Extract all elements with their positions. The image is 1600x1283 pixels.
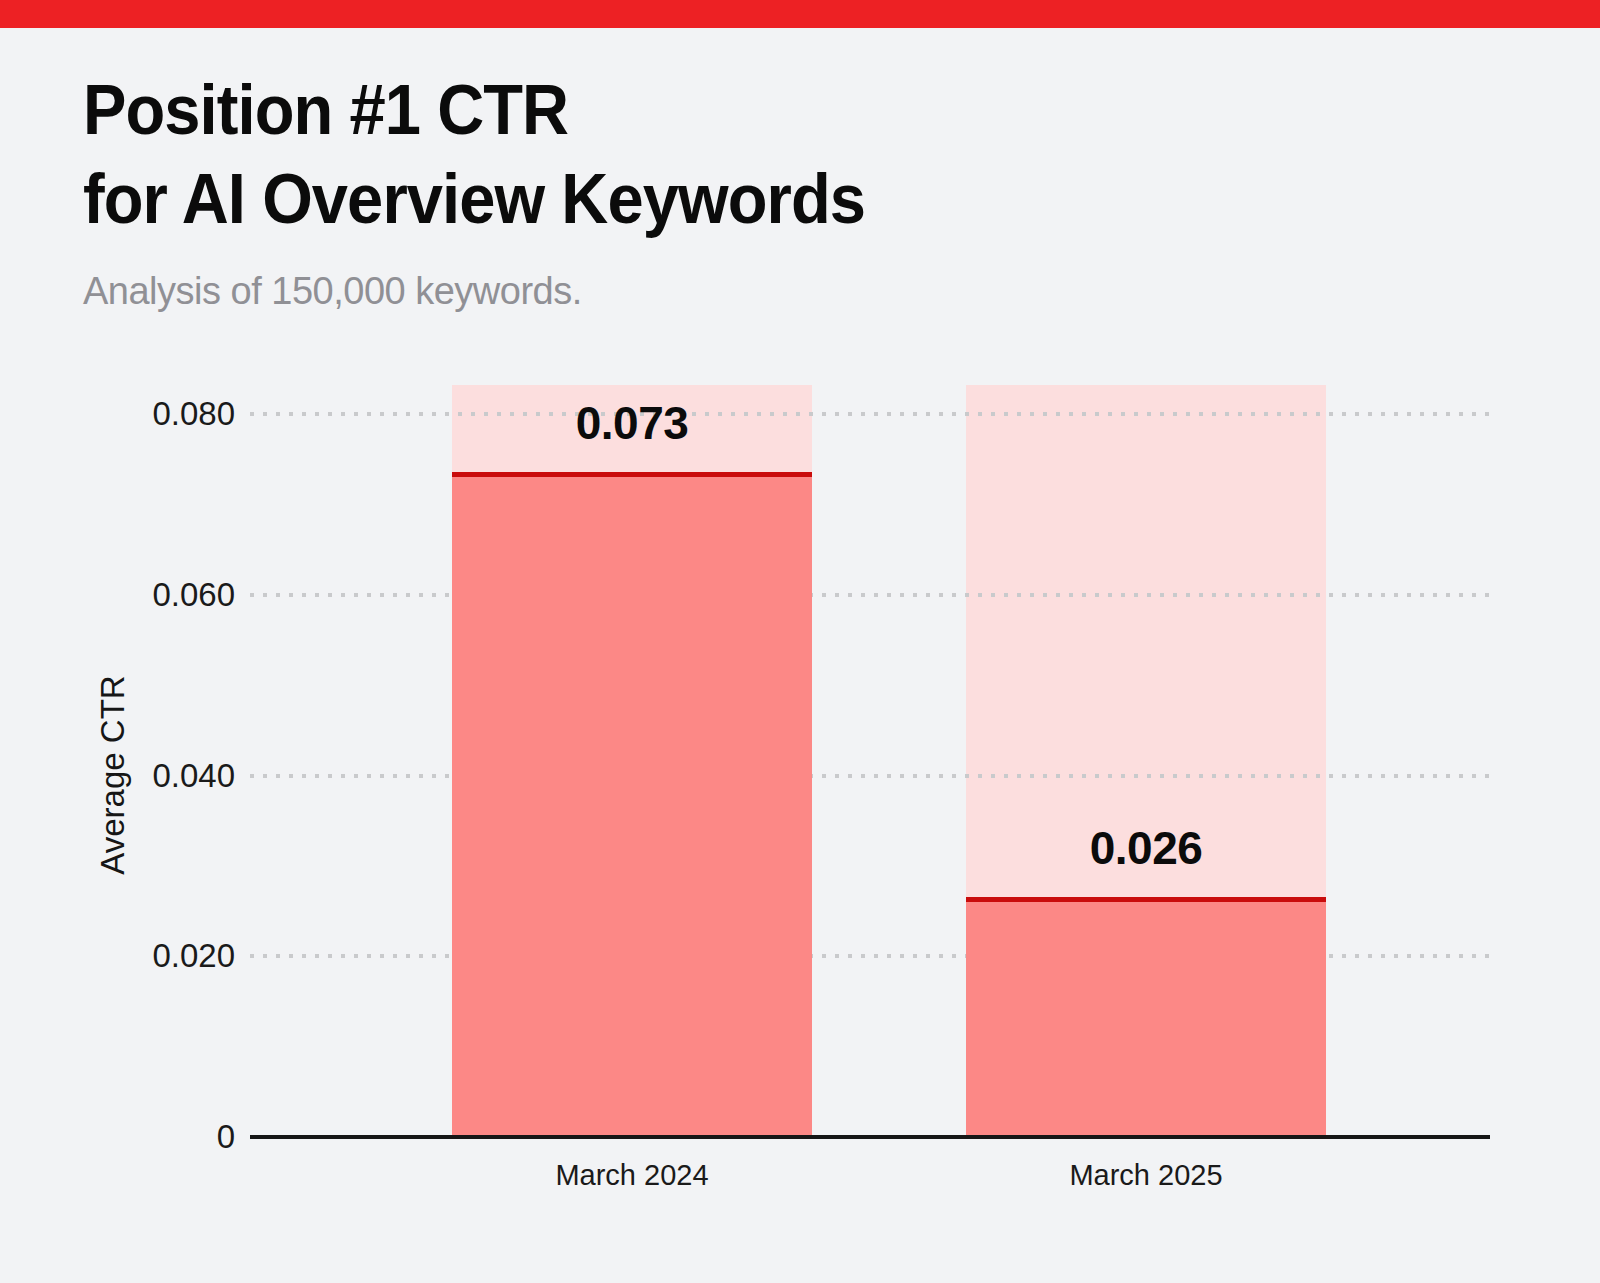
bar-fill	[966, 902, 1326, 1137]
chart-title: Position #1 CTR for AI Overview Keywords	[83, 66, 865, 244]
gridline-dotted	[250, 412, 1490, 416]
y-tick-label: 0.020	[0, 937, 235, 975]
bar-value-label: 0.026	[966, 824, 1326, 872]
y-tick-label: 0	[0, 1118, 235, 1156]
chart-title-line1: Position #1 CTR	[83, 66, 865, 155]
gridline-dotted	[250, 774, 1490, 778]
bar-value-line	[966, 897, 1326, 902]
bar-fill	[452, 477, 812, 1137]
chart-canvas: Position #1 CTR for AI Overview Keywords…	[0, 0, 1600, 1283]
top-accent-bar	[0, 0, 1600, 28]
x-axis-line	[250, 1135, 1490, 1139]
chart-subtitle: Analysis of 150,000 keywords.	[83, 270, 582, 313]
gridline-dotted	[250, 593, 1490, 597]
y-tick-label: 0.080	[0, 395, 235, 433]
bar-value-line	[452, 472, 812, 477]
x-axis-category-label: March 2025	[966, 1158, 1326, 1192]
y-tick-label: 0.060	[0, 576, 235, 614]
x-axis-category-label: March 2024	[452, 1158, 812, 1192]
bar-value-label: 0.073	[452, 399, 812, 447]
chart-title-line2: for AI Overview Keywords	[83, 155, 865, 244]
y-tick-label: 0.040	[0, 757, 235, 795]
